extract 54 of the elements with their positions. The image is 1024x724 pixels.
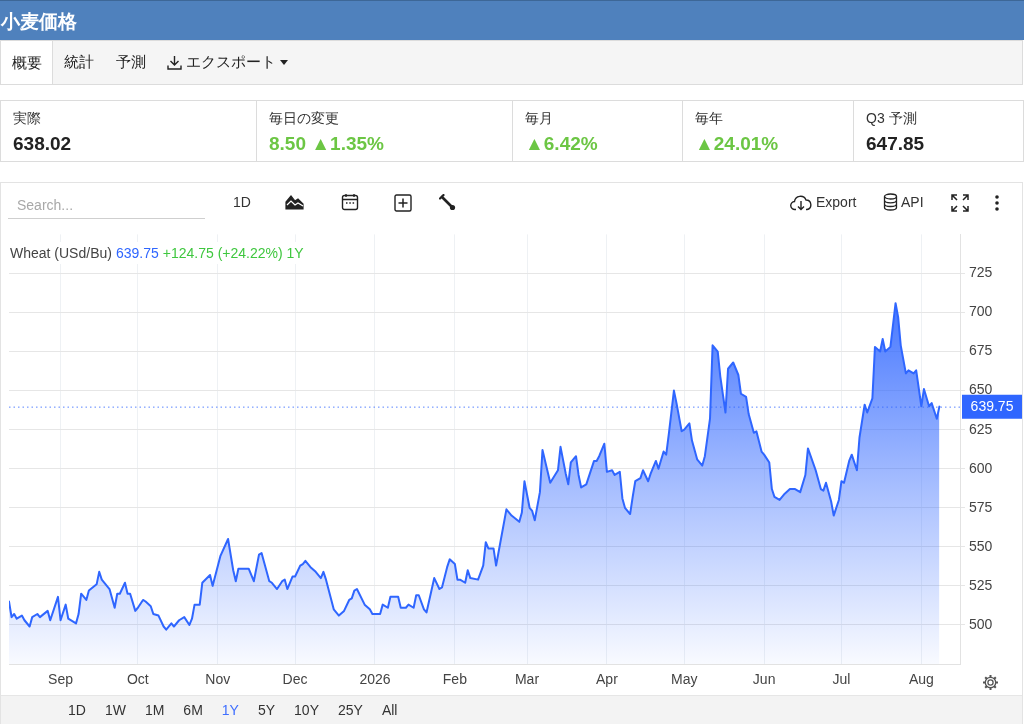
x-tick-label: Jul bbox=[832, 671, 851, 688]
text: ▲6.42% bbox=[525, 133, 598, 155]
x-tick-label: Jun bbox=[752, 671, 776, 688]
x-tick-label: Oct bbox=[126, 671, 149, 688]
text: 1D bbox=[68, 702, 86, 718]
y-tick-label: 650 bbox=[969, 381, 993, 398]
text: 8.50 ▲1.35% bbox=[269, 133, 384, 155]
text: 10Y bbox=[294, 702, 319, 718]
y-tick-label: 625 bbox=[969, 420, 993, 437]
text: Wheat (USd/Bu) bbox=[10, 245, 112, 261]
text: エクスポート bbox=[186, 53, 276, 72]
y-tick-label: 600 bbox=[969, 459, 993, 476]
text: 647.85 bbox=[866, 133, 925, 155]
text: 25Y bbox=[337, 702, 363, 718]
text: 1W bbox=[104, 702, 126, 718]
y-tick-label: 575 bbox=[969, 498, 993, 515]
text: Q3 予測 bbox=[866, 110, 917, 128]
x-tick-label: Sep bbox=[48, 671, 74, 688]
x-tick-label: May bbox=[671, 671, 698, 688]
text: 毎年 bbox=[695, 110, 723, 128]
x-tick-label: Feb bbox=[442, 671, 468, 688]
text: 5Y bbox=[257, 702, 276, 718]
x-tick-label: Nov bbox=[205, 671, 231, 688]
text: 予測 bbox=[116, 53, 146, 72]
x-tick-label: Aug bbox=[908, 671, 934, 688]
text: 毎月 bbox=[525, 110, 553, 128]
search-field: Search... bbox=[8, 192, 205, 219]
active-tab: 概要 bbox=[1, 41, 53, 84]
y-tick-label: 700 bbox=[969, 303, 993, 320]
x-tick-label: Mar bbox=[514, 671, 540, 688]
text: All bbox=[381, 702, 398, 718]
text: 毎日の変更 bbox=[269, 110, 339, 128]
text: 小麦価格 bbox=[1, 10, 77, 34]
y-tick-label: 525 bbox=[969, 576, 993, 593]
text: ▲24.01% bbox=[695, 133, 779, 155]
x-tick-label: 2026 bbox=[359, 671, 391, 688]
annotation: +124.75 (+24.22%) 1Y bbox=[162, 245, 304, 261]
text: 1D bbox=[233, 194, 251, 210]
y-tick-label: 500 bbox=[969, 615, 993, 632]
text: 6M bbox=[183, 702, 203, 718]
text: Export bbox=[816, 194, 857, 210]
text: 638.02 bbox=[13, 133, 72, 155]
text: 1Y bbox=[221, 702, 239, 718]
ref-line-label: 639.75 bbox=[970, 398, 1014, 415]
text: API bbox=[901, 194, 924, 210]
y-tick-label: 550 bbox=[969, 537, 993, 554]
text: 統計 bbox=[64, 53, 94, 72]
y-tick-label: 725 bbox=[969, 264, 993, 281]
x-tick-label: Dec bbox=[282, 671, 308, 688]
y-tick-label: 675 bbox=[969, 342, 993, 359]
x-tick-label: Apr bbox=[596, 671, 619, 688]
text: 1M bbox=[144, 702, 165, 718]
text: 実際 bbox=[13, 110, 41, 128]
annotation: 639.75 bbox=[115, 245, 159, 261]
